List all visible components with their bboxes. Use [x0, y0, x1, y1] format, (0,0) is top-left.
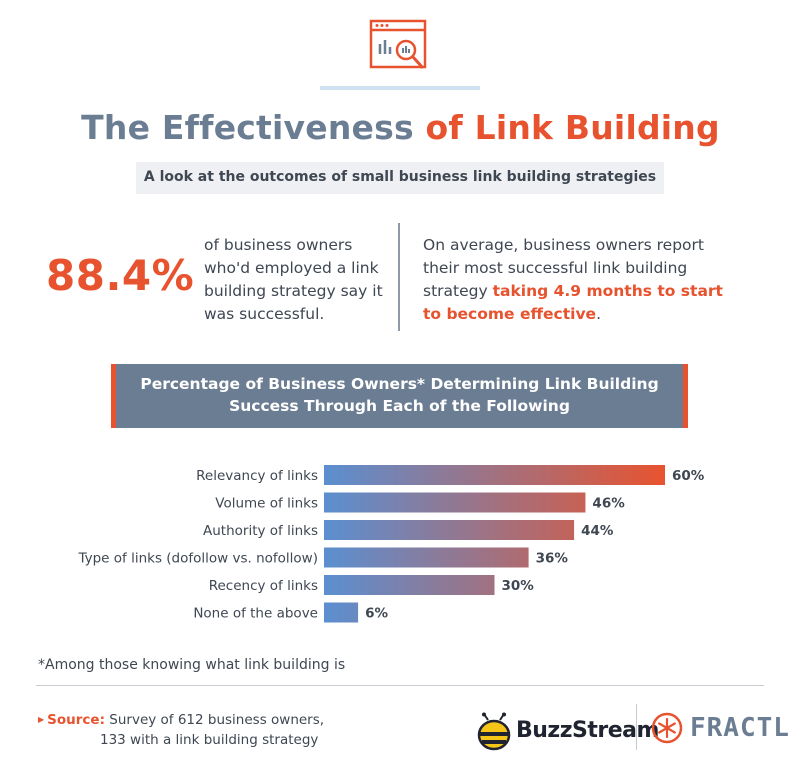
fractl-wordmark: FRACTL [690, 713, 790, 743]
bar [324, 520, 575, 540]
average-time-highlight: taking 4.9 months to start to become eff… [423, 282, 723, 323]
page-title: The Effectiveness of Link Building [0, 108, 801, 147]
bar-category-label: Recency of links [209, 578, 318, 594]
bar-category-label: Authority of links [203, 523, 318, 539]
page-subtitle: A look at the outcomes of small business… [143, 169, 657, 185]
title-part-1: The Effectiveness [81, 108, 414, 147]
source-bullet-icon: ▶ [38, 715, 45, 724]
bar-value-label: 36% [536, 551, 569, 567]
bar-chart: Relevancy of links 60% Volume of links 46% A… [77, 465, 705, 623]
header-divider [320, 86, 480, 90]
logo-divider [636, 704, 637, 750]
buzzstream-wordmark: BuzzStream [516, 718, 659, 743]
footer-divider [36, 685, 764, 686]
chart-title-line-2: Success Through Each of the Following [229, 397, 570, 415]
chart-title-line-1: Percentage of Business Owners* Determini… [140, 375, 659, 393]
bar-category-label: None of the above [193, 606, 318, 622]
success-percentage: 88.4% [46, 251, 195, 300]
chart-title-banner [111, 364, 688, 428]
bar [324, 575, 495, 595]
bar-value-label: 30% [502, 578, 535, 594]
average-time-text: On average, business owners report their… [423, 234, 723, 326]
title-part-2: of Link Building [425, 108, 720, 147]
average-time-prefix: On average, business owners report their… [423, 236, 704, 300]
bar-value-label: 44% [581, 523, 614, 539]
bar-category-label: Relevancy of links [196, 468, 318, 484]
footnote: *Among those knowing what link building … [38, 657, 346, 673]
success-caption: of business owners who'd employed a link… [204, 236, 383, 323]
source-line-2: 133 with a link building strategy [100, 732, 319, 748]
average-time-suffix: . [596, 305, 602, 323]
bar-value-label: 6% [365, 606, 388, 622]
bar-category-label: Volume of links [215, 496, 318, 512]
source-label: Source: [47, 712, 105, 728]
source-line-1: Survey of 612 business owners, [109, 712, 325, 728]
stats-divider [398, 223, 400, 331]
source-citation: ▶ Source: Survey of 612 business owners, … [38, 710, 324, 750]
bar [324, 492, 586, 513]
bar [324, 602, 359, 623]
bar [324, 547, 529, 568]
subtitle-background [136, 162, 664, 194]
fractl-snowflake-icon [651, 712, 683, 744]
bar [324, 465, 665, 485]
chart-title: Percentage of Business Owners* Determini… [111, 373, 688, 417]
bar-category-label: Type of links (dofollow vs. nofollow) [77, 551, 318, 567]
bar-value-label: 46% [592, 496, 625, 512]
analytics-window-icon [369, 19, 427, 70]
bee-logo-icon [477, 712, 511, 751]
bar-value-label: 60% [672, 468, 705, 484]
